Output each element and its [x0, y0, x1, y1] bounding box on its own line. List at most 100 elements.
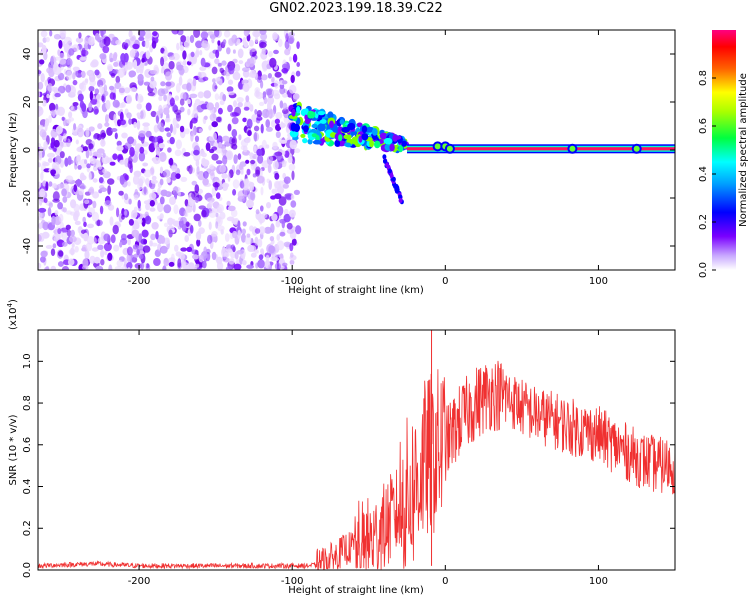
band-blob	[302, 125, 309, 133]
noise-blob	[102, 168, 108, 174]
noise-blob	[84, 36, 89, 46]
noise-blob	[134, 222, 140, 230]
noise-blob	[242, 36, 247, 46]
noise-blob	[124, 42, 129, 49]
noise-blob	[38, 207, 47, 213]
spectrogram-x-tick-label: -200	[128, 276, 151, 287]
noise-blob	[89, 157, 97, 165]
noise-blob	[65, 224, 71, 230]
snr-y-tick-label: 0.4	[22, 479, 33, 495]
noise-blob	[201, 157, 207, 165]
band-blob	[339, 119, 345, 125]
noise-blob	[191, 117, 198, 124]
noise-blob	[261, 74, 268, 81]
noise-blob	[238, 60, 244, 65]
noise-blob	[211, 37, 215, 44]
noise-blob	[62, 241, 68, 247]
noise-blob	[221, 173, 228, 179]
band-blob	[294, 123, 301, 132]
noise-blob	[282, 93, 288, 98]
noise-blob	[104, 250, 108, 256]
noise-blob	[279, 86, 286, 95]
noise-blob	[79, 100, 85, 109]
noise-blob	[38, 142, 42, 148]
snr-x-tick-label: 0	[442, 576, 448, 587]
noise-blob	[217, 40, 221, 46]
noise-blob	[246, 233, 251, 238]
spectrogram-y-tick-label: -20	[22, 190, 33, 206]
noise-blob	[52, 191, 60, 202]
noise-blob	[208, 210, 217, 218]
noise-blob	[102, 45, 110, 54]
noise-blob	[53, 33, 61, 40]
colorbar-tick-label: 0.2	[698, 214, 709, 230]
noise-blob	[290, 252, 294, 258]
zero-line-blob-core	[434, 143, 441, 150]
noise-blob	[80, 70, 86, 78]
noise-blob	[241, 228, 246, 235]
noise-blob	[71, 243, 75, 248]
noise-blob	[267, 109, 275, 119]
noise-blob	[275, 220, 281, 228]
noise-blob	[242, 117, 247, 123]
noise-blob	[174, 95, 180, 101]
noise-blob	[179, 44, 184, 52]
noise-blob	[115, 39, 121, 45]
noise-blob	[237, 229, 241, 240]
noise-blob	[248, 152, 254, 157]
zero-line-core	[407, 147, 675, 151]
noise-blob	[88, 186, 95, 195]
noise-blob	[55, 103, 59, 111]
noise-blob	[38, 91, 41, 98]
spectrogram-marks	[38, 30, 675, 270]
noise-blob	[40, 171, 44, 181]
noise-blob	[39, 59, 45, 65]
noise-blob	[209, 113, 217, 122]
noise-blob	[226, 47, 231, 55]
noise-blob	[149, 70, 158, 75]
snr-frame	[37, 329, 676, 571]
noise-blob	[270, 223, 275, 234]
noise-blob	[164, 118, 171, 123]
noise-blob	[246, 199, 254, 208]
noise-blob	[186, 82, 192, 92]
noise-blob	[169, 136, 175, 145]
noise-blob	[284, 150, 290, 158]
noise-blob	[261, 47, 267, 55]
colorbar-ticks: 0.0 0.2 0.4 0.6 0.8	[698, 70, 716, 278]
branch-blob	[398, 198, 403, 203]
noise-blob	[82, 216, 86, 223]
noise-blob	[119, 159, 126, 165]
noise-blob	[215, 49, 220, 59]
noise-blob	[152, 136, 159, 143]
noise-blob	[103, 36, 111, 47]
noise-blob	[278, 196, 287, 206]
noise-blob	[260, 186, 264, 196]
noise-blob	[199, 49, 203, 56]
noise-blob	[160, 189, 168, 197]
noise-blob	[177, 190, 181, 197]
noise-blob	[158, 95, 163, 101]
noise-blob	[94, 108, 99, 114]
noise-blob	[63, 36, 72, 45]
noise-blob	[290, 200, 297, 208]
band-blob	[343, 134, 352, 140]
noise-blob	[109, 85, 115, 91]
noise-blob	[59, 52, 65, 59]
noise-blob	[217, 62, 222, 67]
band-blob	[365, 126, 374, 133]
noise-blob	[137, 73, 144, 82]
noise-blob	[212, 132, 217, 142]
noise-blob	[202, 178, 209, 186]
noise-blob	[149, 200, 155, 207]
noise-blob	[252, 30, 260, 38]
noise-blob	[206, 102, 214, 111]
noise-blob	[203, 90, 212, 99]
noise-blob	[86, 236, 95, 245]
noise-blob	[182, 262, 190, 270]
noise-blob	[113, 113, 117, 124]
noise-blob	[290, 74, 295, 84]
noise-blob	[175, 139, 182, 150]
noise-blob	[126, 261, 133, 270]
